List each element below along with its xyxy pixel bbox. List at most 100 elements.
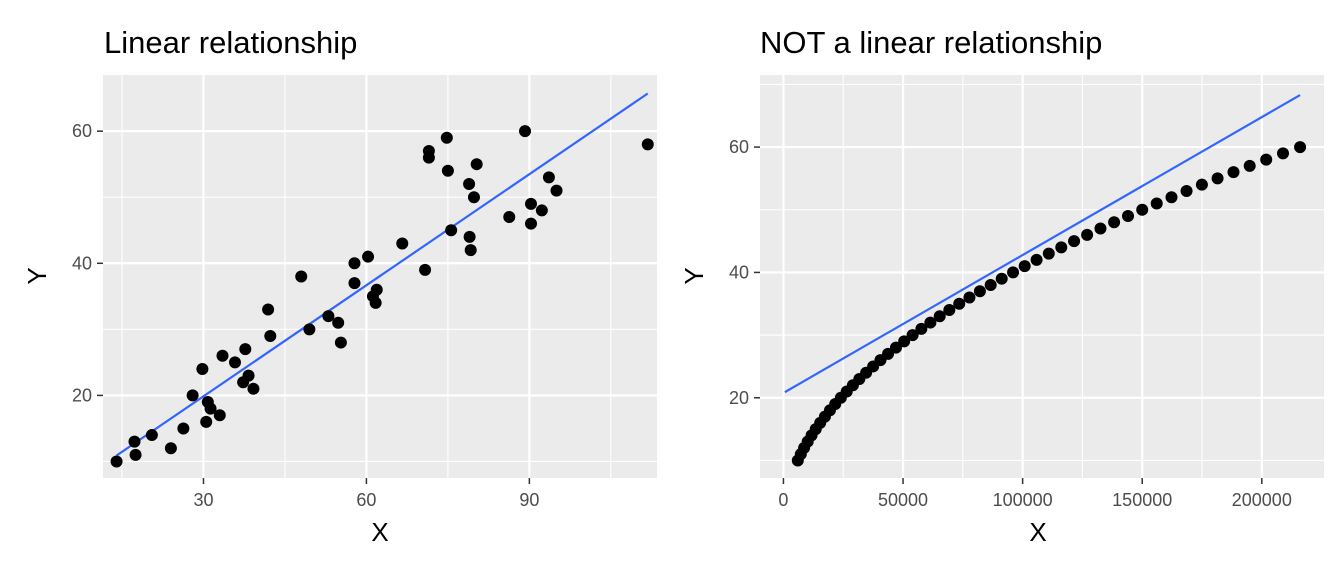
data-point — [164, 442, 177, 455]
data-point — [362, 250, 375, 263]
chart-title-nonlinear: NOT a linear relationship — [760, 25, 1102, 60]
regression-line-nonlinear — [784, 94, 1301, 394]
data-point — [503, 211, 516, 224]
data-point — [953, 297, 966, 310]
data-point — [973, 285, 986, 298]
data-point — [924, 316, 937, 329]
x-tick-label: 200000 — [1232, 490, 1292, 510]
data-point — [463, 178, 476, 191]
x-tick-label: 50000 — [878, 490, 928, 510]
data-point — [242, 369, 255, 382]
data-point — [1243, 159, 1256, 172]
data-point — [334, 336, 347, 349]
data-point — [422, 151, 435, 164]
data-point — [204, 402, 217, 415]
y-axis-label-linear: Y — [22, 267, 52, 284]
data-point — [1294, 141, 1307, 154]
y-tick-label: 60 — [729, 137, 749, 157]
data-point — [535, 204, 548, 217]
data-point — [933, 310, 946, 323]
data-point — [915, 322, 928, 335]
data-point — [322, 310, 335, 323]
data-point — [216, 349, 229, 362]
x-tick-label: 90 — [519, 490, 539, 510]
data-point — [1277, 147, 1290, 160]
chart-title-linear: Linear relationship — [104, 25, 357, 60]
data-point — [1150, 197, 1163, 210]
data-point — [467, 191, 480, 204]
x-tick-label: 60 — [356, 490, 376, 510]
x-axis-label-nonlinear: X — [1029, 517, 1046, 547]
data-point — [110, 455, 123, 468]
data-point — [943, 304, 956, 317]
data-point — [239, 343, 252, 356]
data-point — [889, 341, 902, 354]
y-tick-label: 40 — [729, 262, 749, 282]
data-point — [1055, 241, 1068, 254]
data-point — [440, 131, 453, 144]
data-point — [542, 171, 555, 184]
data-point — [550, 184, 563, 197]
data-point — [129, 448, 142, 461]
data-point — [264, 329, 277, 342]
data-point — [396, 237, 409, 250]
data-point — [641, 138, 654, 151]
data-point — [1211, 172, 1224, 185]
data-point — [984, 278, 997, 291]
x-axis-label-linear: X — [371, 517, 388, 547]
y-tick-label: 20 — [72, 385, 92, 405]
data-point — [1081, 228, 1094, 241]
plot-panel-nonlinear — [760, 75, 1324, 478]
gridlines-nonlinear — [760, 75, 1324, 478]
data-point — [898, 335, 911, 348]
data-point — [370, 283, 383, 296]
data-point — [963, 291, 976, 304]
y-tick-label: 40 — [72, 253, 92, 273]
axis-ticks-linear: 30 60 90 20 40 60 — [72, 121, 539, 510]
data-point — [524, 217, 537, 230]
data-point — [1030, 253, 1043, 266]
data-point — [1042, 247, 1055, 260]
data-point — [177, 422, 190, 435]
data-point — [128, 435, 141, 448]
y-axis-label-nonlinear: Y — [679, 267, 709, 284]
data-point — [1136, 203, 1149, 216]
data-point — [196, 362, 209, 375]
data-point — [524, 197, 537, 210]
data-point — [1018, 260, 1031, 273]
chart-nonlinear: NOT a linear relationship 0 50000 100000 15… — [679, 25, 1324, 547]
data-point — [1165, 191, 1178, 204]
y-tick-label: 60 — [72, 121, 92, 141]
data-point — [1007, 266, 1020, 279]
data-point — [1068, 235, 1081, 248]
data-point — [262, 303, 275, 316]
data-point — [519, 125, 532, 138]
data-point — [419, 263, 432, 276]
data-point — [348, 257, 361, 270]
data-point — [445, 224, 458, 237]
x-tick-label: 0 — [778, 490, 788, 510]
data-point — [200, 415, 213, 428]
data-point — [1180, 184, 1193, 197]
data-point — [1094, 222, 1107, 235]
regression-line-linear — [115, 92, 649, 457]
data-point — [1260, 153, 1273, 166]
data-point — [1227, 166, 1240, 179]
data-point — [332, 316, 345, 329]
data-point — [303, 323, 316, 336]
data-point — [247, 382, 260, 395]
data-point — [228, 356, 241, 369]
data-point — [213, 409, 226, 422]
y-tick-label: 20 — [729, 388, 749, 408]
data-point — [441, 164, 454, 177]
data-point — [463, 230, 476, 243]
data-point — [145, 429, 158, 442]
data-point — [186, 389, 199, 402]
data-point — [295, 270, 308, 283]
data-point — [369, 296, 382, 309]
x-tick-label: 30 — [193, 490, 213, 510]
data-point — [1195, 178, 1208, 191]
data-points-nonlinear — [791, 141, 1307, 467]
data-point — [464, 244, 477, 257]
